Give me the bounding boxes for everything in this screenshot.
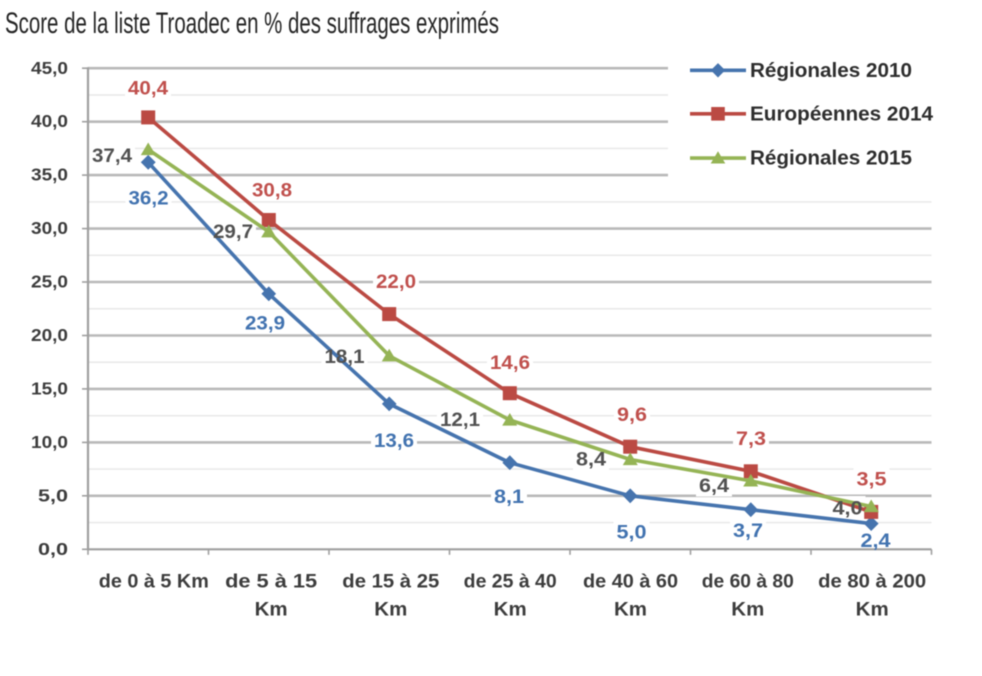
svg-text:40,4: 40,4 (128, 78, 168, 99)
svg-text:15,0: 15,0 (31, 378, 68, 398)
svg-text:8,4: 8,4 (576, 449, 606, 470)
svg-text:Européennes 2014: Européennes 2014 (750, 103, 934, 125)
svg-text:de 60 à 80: de 60 à 80 (702, 572, 794, 593)
svg-text:18,1: 18,1 (325, 347, 365, 368)
svg-text:5,0: 5,0 (38, 485, 68, 505)
svg-text:7,3: 7,3 (736, 429, 766, 450)
svg-text:25,0: 25,0 (31, 272, 68, 292)
svg-text:Km: Km (856, 600, 889, 621)
svg-text:Score de la liste Troadec en %: Score de la liste Troadec en % des suffr… (5, 7, 499, 40)
svg-text:22,0: 22,0 (376, 272, 416, 293)
svg-text:35,0: 35,0 (31, 165, 68, 185)
svg-text:37,4: 37,4 (92, 146, 132, 167)
svg-text:29,7: 29,7 (213, 222, 253, 243)
svg-text:12,1: 12,1 (440, 410, 480, 431)
svg-text:36,2: 36,2 (129, 188, 169, 209)
svg-text:Km: Km (374, 600, 407, 621)
svg-text:Km: Km (614, 600, 647, 621)
svg-text:Km: Km (731, 600, 764, 621)
svg-text:de 15 à 25: de 15 à 25 (342, 572, 439, 593)
svg-text:2,4: 2,4 (861, 531, 891, 552)
svg-text:de 80 à 200: de 80 à 200 (818, 572, 926, 593)
svg-text:3,5: 3,5 (857, 469, 887, 490)
svg-text:4,0: 4,0 (833, 498, 863, 519)
svg-text:Km: Km (494, 600, 527, 621)
svg-text:40,0: 40,0 (31, 111, 68, 131)
svg-text:30,0: 30,0 (31, 218, 68, 238)
svg-text:8,1: 8,1 (494, 487, 524, 508)
svg-text:Régionales 2010: Régionales 2010 (750, 60, 912, 82)
svg-text:5,0: 5,0 (617, 522, 647, 543)
svg-text:de 25 à 40: de 25 à 40 (464, 572, 557, 593)
svg-text:20,0: 20,0 (31, 325, 68, 345)
svg-text:14,6: 14,6 (490, 353, 530, 374)
svg-text:45,0: 45,0 (31, 58, 68, 78)
svg-text:Km: Km (255, 600, 288, 621)
svg-text:de 5 à 15: de 5 à 15 (225, 572, 317, 593)
svg-text:6,4: 6,4 (699, 476, 729, 497)
svg-text:3,7: 3,7 (733, 521, 763, 542)
svg-text:13,6: 13,6 (374, 431, 414, 452)
svg-text:23,9: 23,9 (245, 313, 285, 334)
svg-text:0,0: 0,0 (38, 539, 68, 559)
svg-text:Régionales 2015: Régionales 2015 (750, 148, 912, 170)
svg-text:de 40 à 60: de 40 à 60 (583, 572, 678, 593)
svg-text:30,8: 30,8 (252, 180, 292, 201)
svg-text:de 0 à 5 Km: de 0 à 5 Km (99, 572, 209, 593)
svg-text:9,6: 9,6 (617, 405, 647, 426)
svg-text:10,0: 10,0 (31, 432, 68, 452)
